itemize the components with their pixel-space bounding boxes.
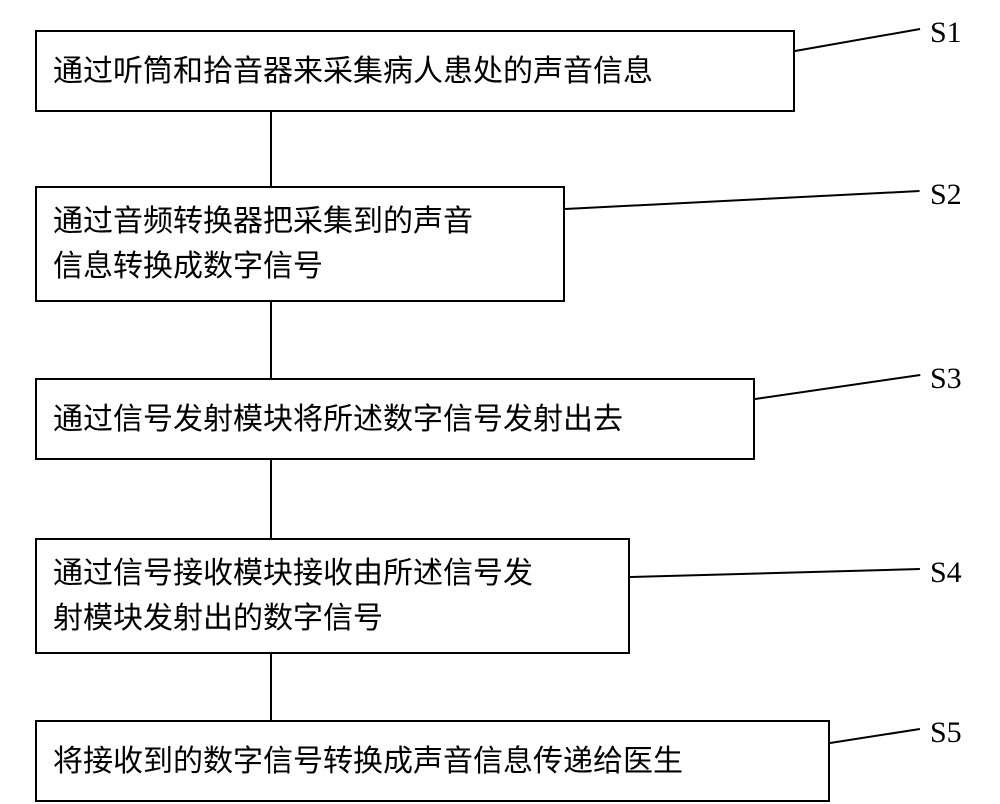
flow-step-text-s2: 通过音频转换器把采集到的声音 信息转换成数字信号: [53, 199, 473, 289]
flow-step-s5: 将接收到的数字信号转换成声音信息传递给医生: [35, 720, 830, 802]
step-label-s4: S4: [930, 556, 962, 590]
leader-line-s4: [630, 568, 920, 578]
flow-step-s3: 通过信号发射模块将所述数字信号发射出去: [35, 378, 755, 460]
flow-step-text-s1: 通过听筒和拾音器来采集病人患处的声音信息: [53, 49, 653, 94]
leader-line-s2: [565, 190, 920, 210]
flow-step-text-s4: 通过信号接收模块接收由所述信号发 射模块发射出的数字信号: [53, 551, 533, 641]
step-label-s2: S2: [930, 178, 962, 212]
flow-step-text-s3: 通过信号发射模块将所述数字信号发射出去: [53, 397, 623, 442]
leader-line-s3: [755, 374, 920, 400]
flow-step-s1: 通过听筒和拾音器来采集病人患处的声音信息: [35, 30, 795, 112]
step-label-s1: S1: [930, 16, 962, 50]
leader-line-s1: [795, 28, 920, 52]
connector-s2-s3: [270, 302, 272, 378]
flow-step-s2: 通过音频转换器把采集到的声音 信息转换成数字信号: [35, 186, 565, 302]
step-label-s5: S5: [930, 716, 962, 750]
connector-s3-s4: [270, 460, 272, 538]
connector-s4-s5: [270, 654, 272, 720]
connector-s1-s2: [270, 112, 272, 186]
leader-line-s5: [830, 728, 920, 744]
step-label-s3: S3: [930, 362, 962, 396]
flow-step-text-s5: 将接收到的数字信号转换成声音信息传递给医生: [53, 739, 683, 784]
flow-step-s4: 通过信号接收模块接收由所述信号发 射模块发射出的数字信号: [35, 538, 630, 654]
